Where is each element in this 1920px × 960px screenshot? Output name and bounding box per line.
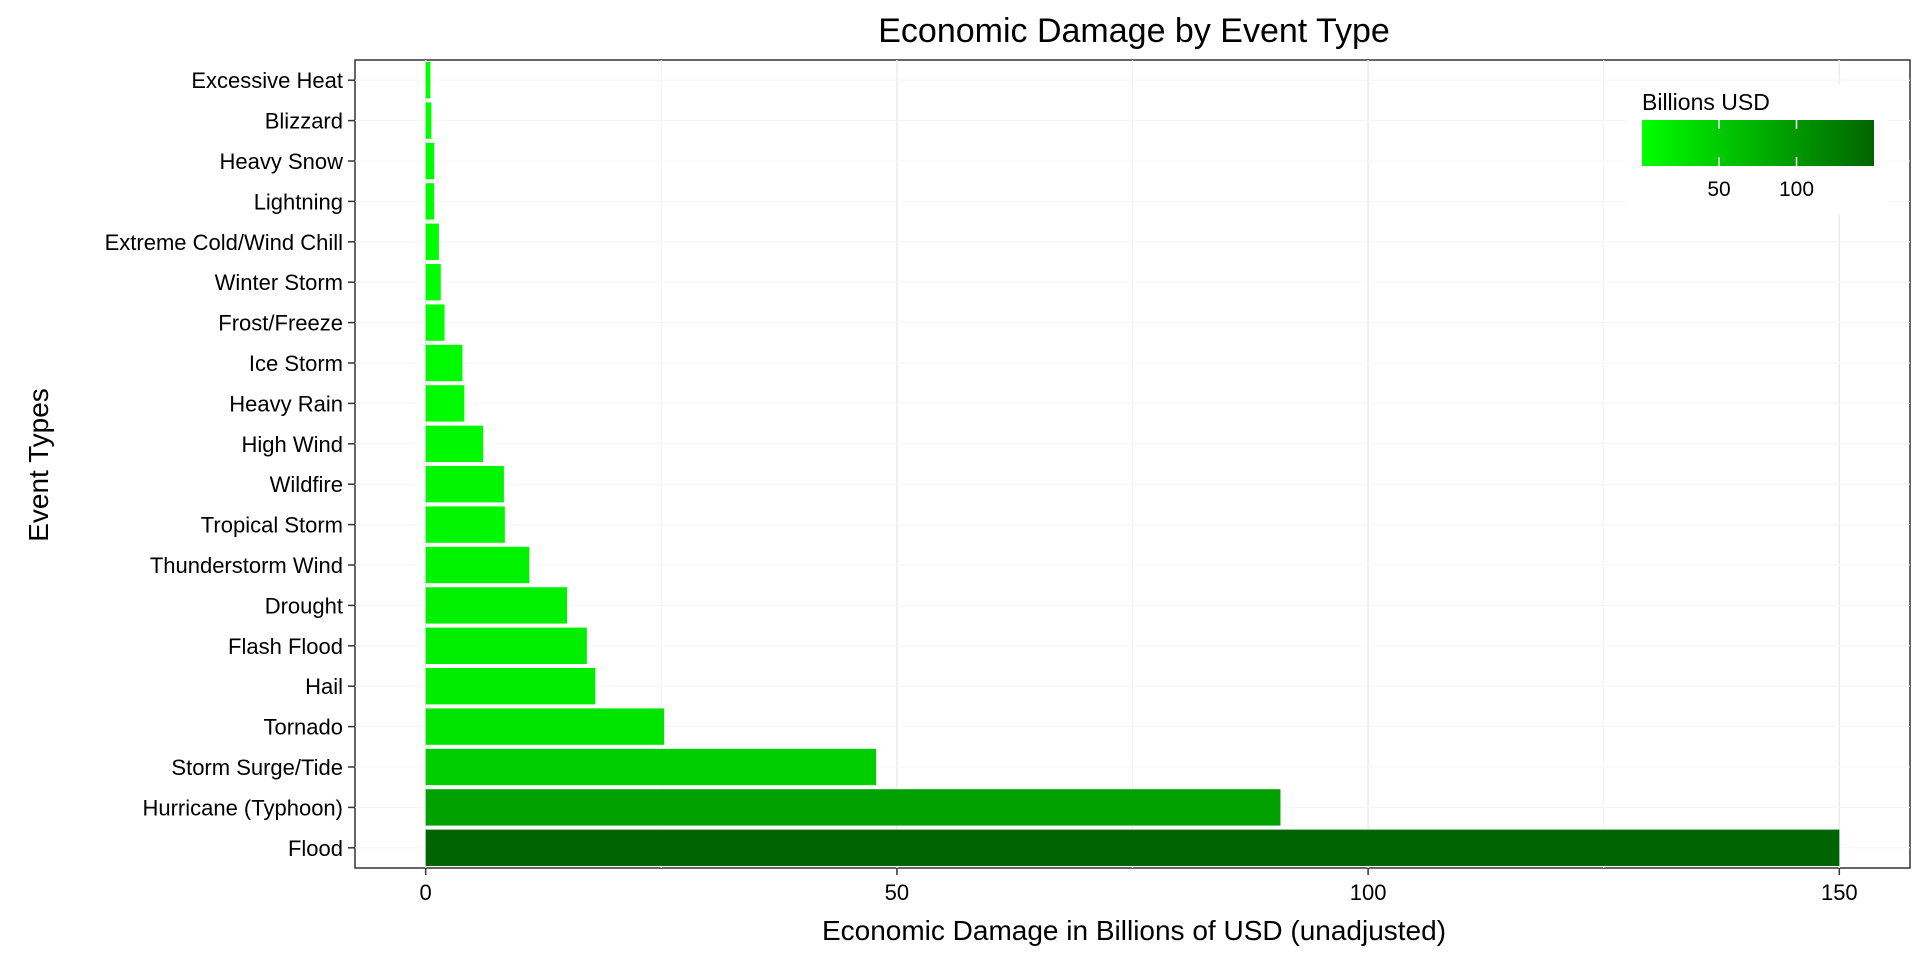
bars <box>425 62 1840 866</box>
bar <box>425 223 439 260</box>
bar <box>425 102 432 139</box>
bar <box>425 142 435 180</box>
x-axis: 0 50 100 150 <box>420 868 1858 905</box>
bar <box>425 668 596 705</box>
bar <box>425 183 435 220</box>
bar <box>425 62 431 99</box>
y-tick-label: Thunderstorm Wind <box>150 553 343 578</box>
y-tick-label: Extreme Cold/Wind Chill <box>105 230 343 255</box>
y-tick-label: Flood <box>288 836 343 861</box>
y-tick-label: Winter Storm <box>215 270 343 295</box>
bar <box>425 385 465 422</box>
y-tick-label: Flash Flood <box>228 634 343 659</box>
legend-ticks: 50 100 <box>1707 120 1814 201</box>
x-tick-label: 150 <box>1821 880 1858 905</box>
y-tick-label: Storm Surge/Tide <box>171 755 343 780</box>
y-tick-label: Tropical Storm <box>201 513 343 538</box>
y-tick-label: Heavy Snow <box>219 149 343 174</box>
bar <box>425 466 504 503</box>
bar <box>425 344 463 382</box>
y-tick-label: Tornado <box>263 715 343 740</box>
x-tick-label: 0 <box>420 880 432 905</box>
y-tick-label: Lightning <box>254 189 343 214</box>
y-tick-label: Frost/Freeze <box>218 311 343 336</box>
bar <box>425 829 1840 866</box>
bar <box>425 425 484 462</box>
bar <box>425 264 441 301</box>
y-tick-label: Heavy Rain <box>229 391 343 416</box>
bar <box>425 627 587 664</box>
x-tick-label: 100 <box>1350 880 1387 905</box>
legend-tick-label: 50 <box>1707 178 1730 201</box>
bar <box>425 506 505 543</box>
bar <box>425 789 1281 826</box>
y-tick-label: Excessive Heat <box>191 68 343 93</box>
y-tick-label: Hail <box>305 674 343 699</box>
y-tick-label: Drought <box>265 593 343 618</box>
y-axis: Excessive Heat Blizzard Heavy Snow Lightnin… <box>105 68 355 861</box>
y-tick-label: Blizzard <box>265 109 343 134</box>
y-tick-label: Ice Storm <box>249 351 343 376</box>
bar <box>425 748 877 786</box>
x-tick-label: 50 <box>885 880 909 905</box>
x-axis-title: Economic Damage in Billions of USD (unad… <box>822 915 1446 946</box>
legend-title: Billions USD <box>1642 89 1770 115</box>
y-axis-title: Event Types <box>23 388 54 542</box>
y-tick-label: Wildfire <box>270 472 343 497</box>
bar <box>425 304 445 341</box>
y-tick-label: Hurricane (Typhoon) <box>142 795 343 820</box>
bar <box>425 546 530 584</box>
legend: Billions USD 50 100 <box>1626 84 1888 214</box>
bar <box>425 587 568 624</box>
y-tick-label: High Wind <box>242 432 343 457</box>
chart-title: Economic Damage by Event Type <box>878 12 1390 50</box>
legend-colorbar <box>1642 120 1874 166</box>
bar <box>425 708 665 745</box>
legend-tick-label: 100 <box>1779 178 1814 201</box>
